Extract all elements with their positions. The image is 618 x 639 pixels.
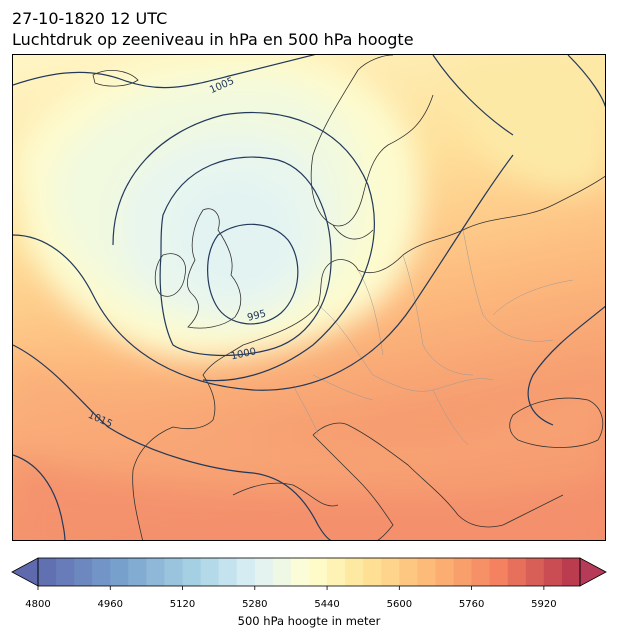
colorbar-extend-high xyxy=(579,557,607,587)
colorbar-segment xyxy=(110,558,129,586)
colorbar-segment xyxy=(254,558,274,586)
colorbar-tick-label: 5600 xyxy=(386,599,413,610)
isobar-1020 xyxy=(13,454,66,540)
colorbar-tick-label: 5120 xyxy=(169,599,196,610)
map-title-description: Luchtdruk op zeeniveau in hPa en 500 hPa… xyxy=(12,30,414,49)
isobar-1005 xyxy=(13,55,316,89)
map-title-date: 27-10-1820 12 UTC xyxy=(12,9,168,28)
colorbar-segment xyxy=(309,558,328,586)
colorbar-tick-label: 5280 xyxy=(242,599,268,610)
colorbar-segment xyxy=(128,558,147,586)
weather-map: 1005 995 1000 1015 xyxy=(12,54,606,541)
colorbar-frame xyxy=(37,557,581,587)
isobar-label-995: 995 xyxy=(246,308,267,323)
isobar-995 xyxy=(207,223,299,325)
colorbar-segment xyxy=(543,558,563,586)
colorbar-tick-label: 5440 xyxy=(314,599,340,610)
land-outlines xyxy=(92,55,605,540)
colorbar xyxy=(11,557,607,590)
height-field xyxy=(13,55,605,540)
colorbar-segment xyxy=(38,558,57,586)
colorbar-segment xyxy=(453,558,473,586)
colorbar-segment xyxy=(435,558,455,586)
colorbar-segment xyxy=(182,558,202,586)
colorbar-label: 500 hPa hoogte in meter xyxy=(237,614,381,628)
isobar-label-1000: 1000 xyxy=(230,346,257,362)
map-canvas: 1005 995 1000 1015 xyxy=(13,55,605,540)
colorbar-tick-label: 5760 xyxy=(458,599,485,610)
colorbar-segment xyxy=(56,558,75,586)
colorbar-segment xyxy=(381,558,400,586)
isobar-1000 xyxy=(159,156,332,357)
colorbar-tick-label: 5920 xyxy=(531,599,557,610)
colorbar-segment xyxy=(561,558,581,586)
colorbar-segment xyxy=(525,558,545,586)
isobar-1010 xyxy=(13,154,514,391)
colorbar-segment xyxy=(327,558,346,586)
colorbar-tick-label: 4800 xyxy=(25,599,51,610)
colorbar-segment xyxy=(399,558,418,586)
colorbar-segment xyxy=(290,558,310,586)
colorbar-segment xyxy=(146,558,166,586)
colorbar-segment xyxy=(363,558,382,586)
colorbar-segment xyxy=(489,558,509,586)
isobar-1015 xyxy=(13,344,332,540)
colorbar-segment xyxy=(507,558,527,586)
isobars xyxy=(13,55,605,540)
colorbar-segments xyxy=(38,558,581,586)
colorbar-segment xyxy=(471,558,491,586)
colorbar-segment xyxy=(345,558,364,586)
country-borders xyxy=(292,229,574,446)
colorbar-segment xyxy=(164,558,184,586)
colorbar-segment xyxy=(92,558,111,586)
colorbar-segment xyxy=(236,558,256,586)
colorbar-extend-low xyxy=(11,557,39,587)
colorbar-tick-label: 4960 xyxy=(97,599,123,610)
colorbar-segment xyxy=(218,558,238,586)
colorbar-segment xyxy=(200,558,220,586)
colorbar-segment xyxy=(74,558,93,586)
colorbar-tick-marks xyxy=(37,586,545,590)
colorbar-segment xyxy=(272,558,292,586)
colorbar-segment xyxy=(417,558,437,586)
